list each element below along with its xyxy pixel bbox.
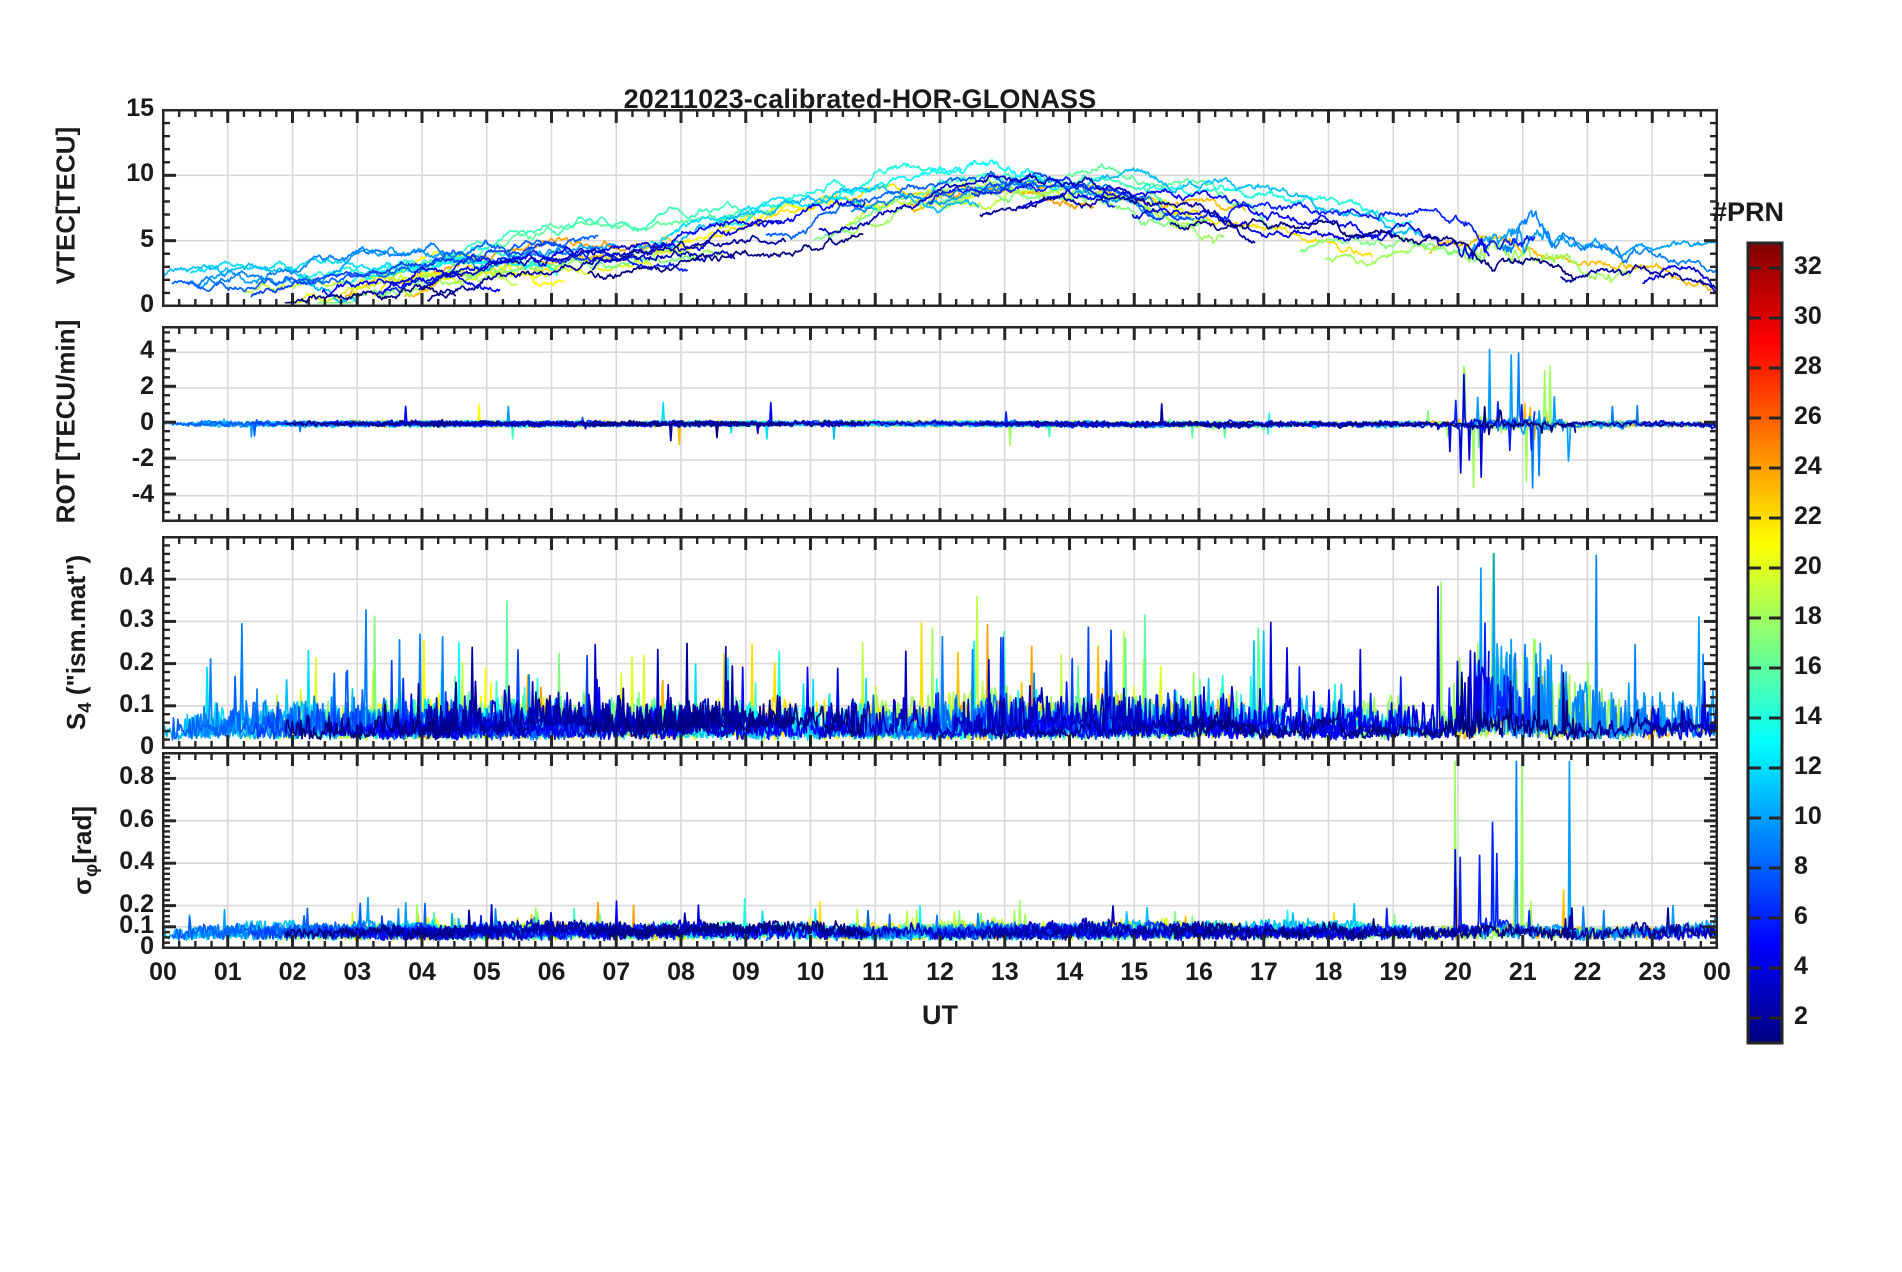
x-tick-label-24: 00 xyxy=(1703,958,1731,986)
y-tick-label-vtec-1: 5 xyxy=(140,224,154,253)
x-tick-label-2: 02 xyxy=(278,958,307,986)
colorbar-tick-label-12: 8 xyxy=(1794,852,1808,880)
x-tick-label-13: 13 xyxy=(990,958,1019,986)
x-tick-label-14: 14 xyxy=(1055,958,1084,986)
y-tick-label-vtec-2: 10 xyxy=(126,159,154,188)
colorbar-tick-label-1: 30 xyxy=(1794,302,1822,330)
colorbar-tick-label-3: 26 xyxy=(1794,402,1822,430)
y-tick-label-rot-1: -2 xyxy=(131,443,154,472)
colorbar-gradient xyxy=(1746,241,1784,1045)
colorbar-tick-label-7: 18 xyxy=(1794,602,1822,630)
y-tick-label-vtec-3: 15 xyxy=(126,94,154,122)
colorbar-tick-label-9: 14 xyxy=(1794,702,1822,730)
x-tick-label-5: 05 xyxy=(472,958,501,986)
y-tick-label-sigmaphi-3: 0.4 xyxy=(119,847,154,876)
colorbar-tick-label-15: 2 xyxy=(1794,1002,1808,1030)
x-tick-label-17: 17 xyxy=(1249,958,1278,986)
y-tick-label-s4-1: 0.1 xyxy=(119,689,154,718)
panel-plot-sigmaphi xyxy=(162,752,1718,949)
y-tick-label-rot-3: 2 xyxy=(140,372,154,401)
x-tick-label-3: 03 xyxy=(343,958,372,986)
panel-plot-vtec xyxy=(162,109,1718,307)
x-tick-label-22: 22 xyxy=(1573,958,1602,986)
y-tick-label-sigmaphi-4: 0.6 xyxy=(119,804,154,833)
y-tick-label-sigmaphi-0: 0 xyxy=(140,932,154,960)
y-tick-label-s4-2: 0.2 xyxy=(119,647,154,676)
x-tick-label-19: 19 xyxy=(1379,958,1408,986)
y-tick-label-s4-0: 0 xyxy=(140,732,154,760)
x-tick-label-0: 00 xyxy=(149,958,177,986)
y-axis-label-sigmaphi: σφ[rad] xyxy=(66,805,101,895)
y-tick-label-s4-3: 0.3 xyxy=(119,605,154,634)
y-tick-label-rot-2: 0 xyxy=(140,408,154,436)
colorbar-tick-label-5: 22 xyxy=(1794,502,1822,530)
y-tick-label-sigmaphi-2: 0.2 xyxy=(119,889,154,918)
colorbar-tick-label-4: 24 xyxy=(1794,452,1822,480)
x-tick-label-11: 11 xyxy=(862,958,889,986)
x-tick-label-8: 08 xyxy=(667,958,695,986)
panel-plot-rot xyxy=(162,326,1718,522)
y-tick-label-vtec-0: 0 xyxy=(140,290,154,318)
x-tick-label-16: 16 xyxy=(1185,958,1213,986)
x-tick-label-20: 20 xyxy=(1444,958,1472,986)
colorbar-tick-label-14: 4 xyxy=(1794,952,1808,980)
x-tick-label-4: 04 xyxy=(408,958,436,986)
y-tick-label-sigmaphi-1: 0.1 xyxy=(119,910,154,939)
x-tick-label-15: 15 xyxy=(1120,958,1149,986)
colorbar-tick-label-8: 16 xyxy=(1794,652,1822,680)
x-tick-label-6: 06 xyxy=(537,958,566,986)
x-tick-label-18: 18 xyxy=(1314,958,1343,986)
x-axis-title: UT xyxy=(922,1000,958,1030)
x-tick-label-21: 21 xyxy=(1508,958,1537,986)
panel-plot-s4 xyxy=(162,536,1718,749)
colorbar-tick-label-11: 10 xyxy=(1794,802,1822,830)
x-tick-label-12: 12 xyxy=(926,958,954,986)
x-tick-label-9: 09 xyxy=(731,958,760,986)
colorbar-tick-label-2: 28 xyxy=(1794,352,1822,380)
colorbar-title: #PRN xyxy=(1712,197,1785,227)
x-tick-label-10: 10 xyxy=(796,958,825,986)
y-tick-label-rot-4: 4 xyxy=(140,336,154,365)
colorbar-tick-label-13: 6 xyxy=(1794,902,1808,930)
y-tick-label-s4-4: 0.4 xyxy=(119,563,154,592)
colorbar-tick-label-6: 20 xyxy=(1794,552,1822,580)
x-tick-label-7: 07 xyxy=(602,958,631,986)
x-tick-label-1: 01 xyxy=(213,958,242,986)
x-tick-label-23: 23 xyxy=(1638,958,1667,986)
y-tick-label-sigmaphi-5: 0.8 xyxy=(119,762,154,791)
colorbar-tick-label-10: 12 xyxy=(1794,752,1822,780)
colorbar-tick-label-0: 32 xyxy=(1794,252,1822,280)
y-tick-label-rot-0: -4 xyxy=(131,479,154,508)
